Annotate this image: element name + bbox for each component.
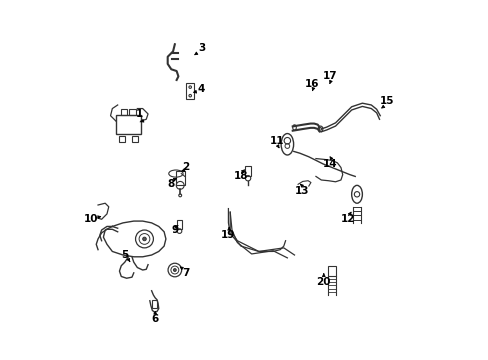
Ellipse shape: [173, 269, 176, 271]
Text: 1: 1: [135, 109, 142, 119]
Text: 6: 6: [151, 314, 159, 324]
Text: 9: 9: [171, 225, 178, 235]
Text: 8: 8: [167, 179, 175, 189]
Text: 5: 5: [121, 250, 128, 260]
Ellipse shape: [142, 237, 146, 241]
Text: 11: 11: [269, 136, 284, 146]
Text: 20: 20: [315, 277, 330, 287]
Text: 2: 2: [182, 162, 189, 172]
Text: 4: 4: [198, 84, 205, 94]
Text: 18: 18: [233, 171, 248, 181]
Text: 10: 10: [83, 214, 98, 224]
Text: 7: 7: [182, 268, 189, 278]
Text: 19: 19: [221, 230, 235, 240]
Text: 16: 16: [305, 78, 319, 89]
Text: 17: 17: [322, 71, 337, 81]
Text: 14: 14: [322, 159, 337, 169]
Text: 3: 3: [198, 43, 205, 53]
Text: 12: 12: [340, 214, 355, 224]
Text: 15: 15: [379, 96, 394, 107]
Text: 13: 13: [294, 186, 308, 196]
